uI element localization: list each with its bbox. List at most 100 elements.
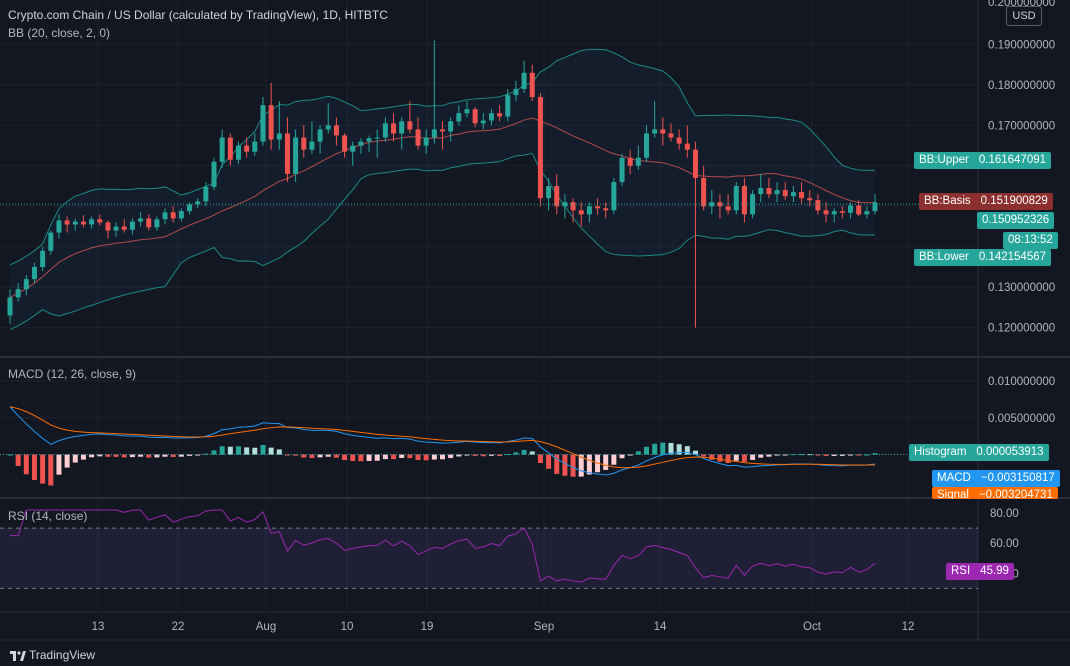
histogram-bar [105, 454, 111, 457]
time-tick-label: Aug [256, 621, 276, 633]
countdown-label: 08:13:52 [1003, 232, 1058, 249]
histogram-bar [488, 454, 494, 456]
histogram-bar [529, 451, 535, 455]
histogram-bar [31, 454, 37, 481]
candle-body [440, 129, 445, 132]
candle-body [627, 157, 633, 166]
candle-body [717, 202, 723, 207]
histogram-bar [480, 454, 486, 457]
candle-body [276, 133, 282, 140]
bb-upper-line [9, 48, 875, 266]
candle-body [497, 113, 503, 117]
candle-body [644, 133, 650, 158]
candle-body [758, 188, 764, 195]
candle-body [415, 129, 421, 146]
candle-body [578, 210, 584, 215]
histogram-bar [382, 454, 388, 460]
histogram-bar [48, 454, 54, 486]
histogram-bar [472, 454, 478, 456]
histogram-bar [815, 454, 821, 456]
candle-body [219, 137, 225, 162]
candle-body [799, 192, 805, 199]
histogram-bar [121, 454, 127, 458]
histogram-bar [668, 442, 674, 455]
candle-body [505, 95, 511, 117]
histogram-bar [570, 454, 576, 477]
histogram-bar [325, 454, 331, 457]
candle-body [725, 206, 731, 211]
candle-body [72, 221, 78, 225]
histogram-bar [244, 447, 250, 455]
candle-body [815, 200, 821, 211]
candle-body [807, 198, 813, 201]
candle-body [23, 279, 29, 290]
histogram-bar [635, 451, 641, 455]
histogram-bar [350, 454, 356, 462]
candle-body [423, 137, 429, 146]
tradingview-brand[interactable]: TradingView [10, 648, 95, 662]
histogram-bar [692, 450, 698, 455]
candle-body [692, 149, 698, 178]
candle-body [293, 137, 299, 174]
histogram-bar [864, 454, 870, 456]
histogram-bar [260, 444, 266, 455]
candle-body [823, 210, 829, 215]
macd-indicator-label[interactable]: MACD (12, 26, close, 9) [8, 367, 137, 381]
brand-name: TradingView [29, 648, 96, 662]
rsi-tick-label: 60.00 [990, 538, 1019, 550]
histogram-bar [195, 454, 201, 456]
histogram-bar [807, 454, 813, 456]
candle-body [89, 219, 95, 225]
candle-body [309, 141, 315, 150]
histogram-bar [178, 454, 184, 457]
candle-body [546, 186, 552, 199]
histogram-bar [652, 443, 658, 455]
macd-label: MACD −0.003150817 [932, 470, 1060, 487]
candle-body [399, 121, 405, 134]
candle-body [244, 145, 250, 152]
histogram-bar [464, 454, 470, 456]
histogram-bar [80, 454, 86, 460]
candle-body [56, 220, 62, 233]
histogram-bar [113, 454, 119, 457]
candle-body [391, 123, 397, 134]
histogram-bar [23, 454, 29, 475]
histogram-bar [284, 454, 290, 456]
price-tick-label: 0.130000000 [988, 282, 1055, 294]
histogram-bar [129, 454, 135, 458]
histogram-bar [227, 446, 233, 455]
candle-body [619, 157, 625, 183]
candle-body [342, 135, 348, 152]
histogram-bar [342, 454, 348, 461]
histogram-bar [317, 454, 323, 458]
histogram-bar [146, 454, 152, 458]
candle-body [187, 204, 193, 212]
candle-body [350, 145, 356, 152]
candle-body [31, 266, 37, 280]
candle-body [652, 129, 658, 134]
candle-body [521, 72, 527, 89]
rsi-indicator-label[interactable]: RSI (14, close) [8, 509, 88, 523]
histogram-bar [358, 454, 364, 462]
histogram-bar [211, 450, 217, 455]
candle-body [284, 133, 290, 174]
macd-tick-label: 0.005000000 [988, 413, 1055, 425]
candle-body [774, 190, 780, 195]
candle-body [146, 218, 152, 228]
bb-lower-label: BB:Lower 0.142154567 [914, 249, 1052, 266]
candle-body [570, 202, 576, 211]
currency-badge[interactable]: USD [1006, 6, 1042, 26]
candle-body [162, 212, 168, 220]
candle-body [129, 221, 135, 230]
histogram-bar [619, 454, 625, 459]
histogram-bar [456, 454, 462, 457]
histogram-bar [758, 454, 764, 458]
histogram-bar [562, 454, 568, 476]
histogram-bar [603, 454, 609, 470]
candle-body [488, 113, 494, 121]
histogram-bar [546, 454, 552, 469]
price-tick-label: 0.190000000 [988, 39, 1055, 51]
bb-upper-label: BB:Upper 0.161647091 [914, 152, 1052, 169]
bb-indicator-label[interactable]: BB (20, close, 2, 0) [8, 26, 111, 40]
